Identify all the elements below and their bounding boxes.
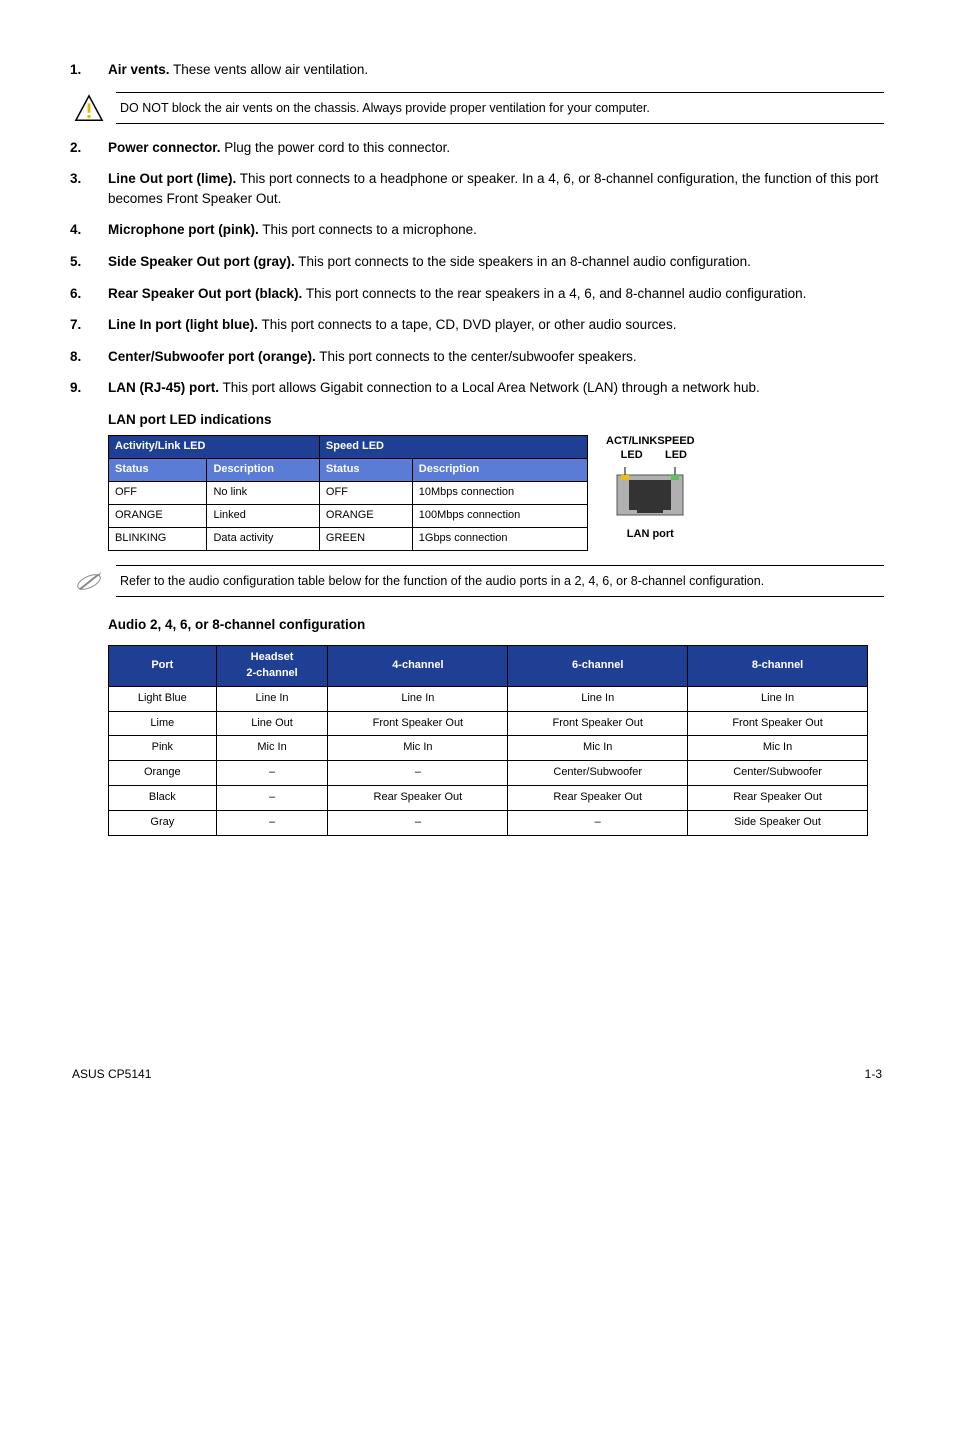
table-cell: –: [216, 811, 328, 836]
table-row: BLINKINGData activityGREEN1Gbps connecti…: [109, 528, 588, 551]
table-cell: OFF: [319, 482, 412, 505]
table-row: Black–Rear Speaker OutRear Speaker OutRe…: [109, 786, 868, 811]
table-cell: Front Speaker Out: [688, 711, 868, 736]
table-row: ORANGELinkedORANGE100Mbps connection: [109, 505, 588, 528]
numbered-list: 1. Air vents. These vents allow air vent…: [70, 60, 884, 80]
table-header: 4-channel: [328, 645, 508, 686]
table-cell: Light Blue: [109, 686, 217, 711]
led-subheader: Status: [109, 459, 207, 482]
table-cell: Pink: [109, 736, 217, 761]
table-cell: 10Mbps connection: [412, 482, 587, 505]
table-cell: Front Speaker Out: [508, 711, 688, 736]
table-row: Orange––Center/SubwooferCenter/Subwoofer: [109, 761, 868, 786]
table-cell: Side Speaker Out: [688, 811, 868, 836]
table-cell: Data activity: [207, 528, 319, 551]
warning-text: DO NOT block the air vents on the chassi…: [116, 92, 884, 124]
list-item: 5.Side Speaker Out port (gray). This por…: [70, 252, 884, 272]
table-row: LimeLine OutFront Speaker OutFront Speak…: [109, 711, 868, 736]
item-body: Air vents. These vents allow air ventila…: [108, 60, 884, 80]
audio-config-table: PortHeadset2-channel4-channel6-channel8-…: [108, 645, 868, 837]
item-number: 1.: [70, 60, 108, 80]
table-cell: Mic In: [216, 736, 328, 761]
table-row: Light BlueLine InLine InLine InLine In: [109, 686, 868, 711]
table-cell: Gray: [109, 811, 217, 836]
list-item: 4.Microphone port (pink). This port conn…: [70, 220, 884, 240]
note-text: Refer to the audio configuration table b…: [116, 565, 884, 597]
table-header: Headset2-channel: [216, 645, 328, 686]
numbered-list-cont: 2.Power connector. Plug the power cord t…: [70, 138, 884, 398]
table-cell: Rear Speaker Out: [328, 786, 508, 811]
lan-port-figure: ACT/LINKLED SPEEDLED LAN port: [606, 435, 695, 541]
list-item: 8.Center/Subwoofer port (orange). This p…: [70, 347, 884, 367]
table-cell: –: [508, 811, 688, 836]
list-item: 1. Air vents. These vents allow air vent…: [70, 60, 884, 80]
lan-section: Activity/Link LED Speed LED Status Descr…: [108, 435, 884, 551]
table-cell: Center/Subwoofer: [688, 761, 868, 786]
table-cell: Line In: [216, 686, 328, 711]
table-cell: Rear Speaker Out: [688, 786, 868, 811]
table-cell: Rear Speaker Out: [508, 786, 688, 811]
led-table: Activity/Link LED Speed LED Status Descr…: [108, 435, 588, 551]
table-cell: Mic In: [328, 736, 508, 761]
table-cell: No link: [207, 482, 319, 505]
table-cell: BLINKING: [109, 528, 207, 551]
led-header: Activity/Link LED: [109, 436, 320, 459]
note-callout: Refer to the audio configuration table b…: [70, 565, 884, 597]
lan-heading: LAN port LED indications: [108, 410, 884, 430]
page-footer: ASUS CP5141 1-3: [70, 1066, 884, 1083]
table-cell: ORANGE: [319, 505, 412, 528]
table-cell: Center/Subwoofer: [508, 761, 688, 786]
table-row: Gray–––Side Speaker Out: [109, 811, 868, 836]
table-cell: Mic In: [688, 736, 868, 761]
note-icon: [70, 565, 108, 597]
table-cell: –: [328, 811, 508, 836]
list-item: 3.Line Out port (lime). This port connec…: [70, 169, 884, 208]
footer-left: ASUS CP5141: [72, 1066, 151, 1083]
table-cell: Black: [109, 786, 217, 811]
table-cell: 100Mbps connection: [412, 505, 587, 528]
table-cell: Orange: [109, 761, 217, 786]
led-subheader: Description: [207, 459, 319, 482]
table-cell: Linked: [207, 505, 319, 528]
list-item: 6.Rear Speaker Out port (black). This po…: [70, 284, 884, 304]
table-cell: Lime: [109, 711, 217, 736]
list-item: 7.Line In port (light blue). This port c…: [70, 315, 884, 335]
table-cell: –: [216, 761, 328, 786]
table-header: Port: [109, 645, 217, 686]
led-subheader: Status: [319, 459, 412, 482]
led-subheader: Description: [412, 459, 587, 482]
warning-icon: [70, 92, 108, 124]
audio-heading: Audio 2, 4, 6, or 8-channel configuratio…: [108, 615, 884, 635]
table-cell: 1Gbps connection: [412, 528, 587, 551]
table-cell: OFF: [109, 482, 207, 505]
table-cell: Line Out: [216, 711, 328, 736]
lan-port-icon: [615, 467, 685, 517]
table-cell: ORANGE: [109, 505, 207, 528]
table-cell: –: [216, 786, 328, 811]
table-row: PinkMic InMic InMic InMic In: [109, 736, 868, 761]
table-cell: –: [328, 761, 508, 786]
table-cell: Front Speaker Out: [328, 711, 508, 736]
list-item: 9.LAN (RJ-45) port. This port allows Gig…: [70, 378, 884, 398]
warning-callout: DO NOT block the air vents on the chassi…: [70, 92, 884, 124]
table-cell: Line In: [688, 686, 868, 711]
led-header: Speed LED: [319, 436, 587, 459]
table-cell: GREEN: [319, 528, 412, 551]
footer-right: 1-3: [865, 1066, 882, 1083]
table-header: 8-channel: [688, 645, 868, 686]
table-cell: Line In: [328, 686, 508, 711]
list-item: 2.Power connector. Plug the power cord t…: [70, 138, 884, 158]
table-header: 6-channel: [508, 645, 688, 686]
table-cell: Mic In: [508, 736, 688, 761]
table-row: OFFNo linkOFF10Mbps connection: [109, 482, 588, 505]
lan-caption: LAN port: [606, 528, 695, 542]
table-cell: Line In: [508, 686, 688, 711]
